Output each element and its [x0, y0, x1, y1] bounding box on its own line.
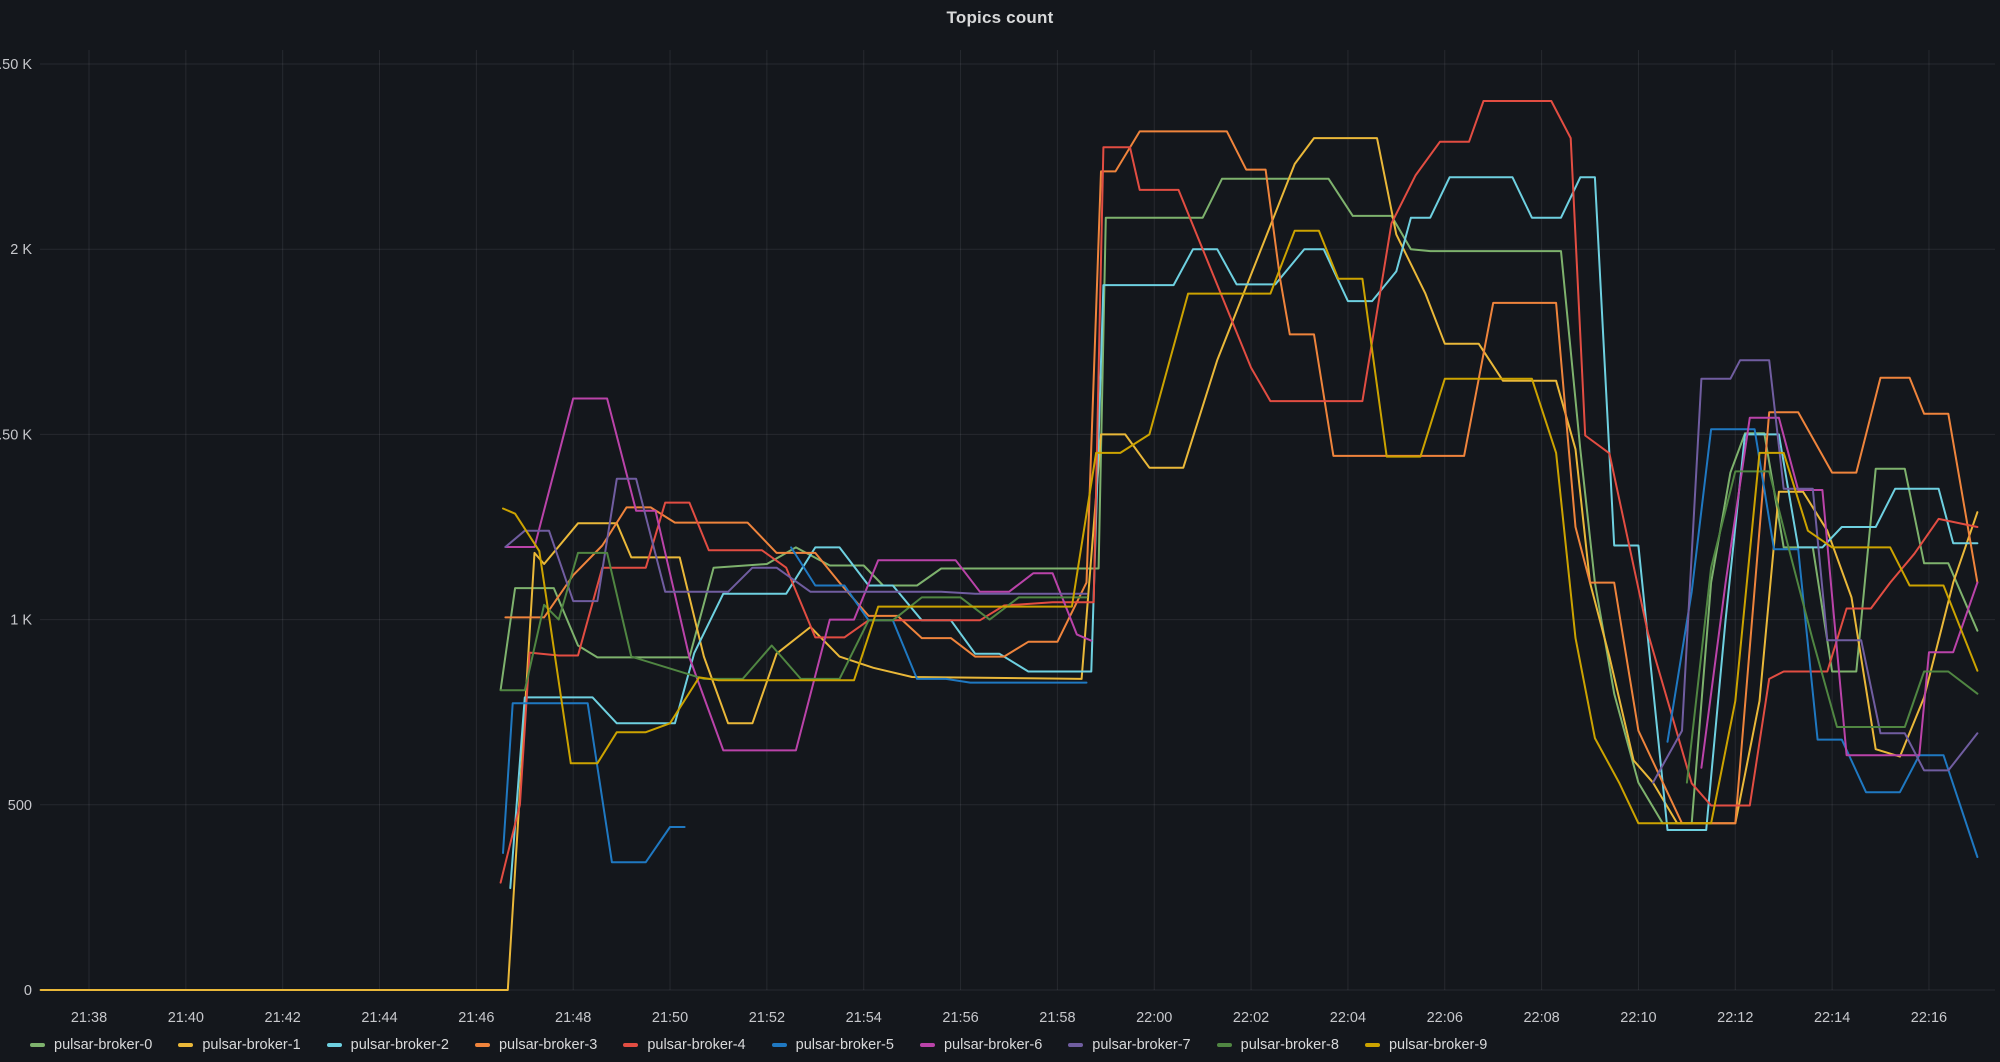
legend-label: pulsar-broker-5	[795, 1037, 894, 1053]
y-axis-tick-label: 0	[24, 983, 32, 999]
series-line-pulsar-broker-4	[499, 100, 1979, 884]
x-axis-tick-label: 21:44	[361, 1010, 397, 1026]
legend-item-pulsar-broker-4[interactable]: pulsar-broker-4	[623, 1037, 746, 1053]
x-axis-tick-label: 22:02	[1233, 1010, 1269, 1026]
y-axis-tick-label: 2 K	[10, 242, 32, 258]
legend-item-pulsar-broker-0[interactable]: pulsar-broker-0	[30, 1037, 152, 1053]
x-axis-tick-label: 21:48	[555, 1010, 591, 1026]
series-line-pulsar-broker-8	[499, 551, 1088, 692]
x-axis-tick-label: 21:58	[1039, 1010, 1075, 1026]
x-axis-tick-label: 21:42	[265, 1010, 301, 1026]
legend-item-pulsar-broker-2[interactable]: pulsar-broker-2	[326, 1037, 449, 1053]
x-axis-tick-label: 21:54	[846, 1010, 882, 1026]
x-axis-tick-label: 22:12	[1717, 1010, 1753, 1026]
series-line-pulsar-broker-6	[1700, 416, 1979, 769]
series-line-pulsar-broker-7	[504, 477, 1088, 603]
x-axis-tick-label: 21:38	[71, 1010, 107, 1026]
series-line-pulsar-broker-5	[502, 702, 686, 864]
legend-swatch-icon	[178, 1043, 194, 1047]
x-axis-tick-label: 22:16	[1911, 1010, 1947, 1026]
x-axis-tick-label: 21:40	[168, 1010, 204, 1026]
series-line-pulsar-broker-0	[499, 177, 1979, 825]
legend-label: pulsar-broker-0	[54, 1037, 153, 1053]
legend-label: pulsar-broker-3	[498, 1037, 598, 1053]
legend-label: pulsar-broker-9	[1388, 1037, 1488, 1053]
y-axis-tick-label: 1.50 K	[0, 427, 32, 443]
series-line-pulsar-broker-7	[1652, 359, 1979, 784]
legend-item-pulsar-broker-5[interactable]: pulsar-broker-5	[771, 1037, 894, 1053]
legend-swatch-icon	[30, 1043, 45, 1047]
legend-swatch-icon	[1216, 1043, 1232, 1047]
y-axis-tick-label: 1 K	[10, 613, 32, 629]
legend-item-pulsar-broker-3[interactable]: pulsar-broker-3	[474, 1037, 598, 1053]
series-line-pulsar-broker-8	[1685, 470, 1979, 784]
x-axis-tick-label: 22:10	[1620, 1010, 1656, 1026]
legend-label: pulsar-broker-8	[1240, 1037, 1339, 1053]
x-axis-tick-label: 22:06	[1427, 1010, 1463, 1026]
series-line-pulsar-broker-9	[502, 229, 1979, 825]
legend: pulsar-broker-0 pulsar-broker-1 pulsar-bro…	[30, 1032, 1990, 1058]
x-axis-tick-label: 21:56	[942, 1010, 978, 1026]
legend-label: pulsar-broker-2	[350, 1037, 449, 1053]
series-line-pulsar-broker-3	[504, 130, 1979, 825]
legend-item-pulsar-broker-8[interactable]: pulsar-broker-8	[1216, 1037, 1339, 1053]
legend-swatch-icon	[771, 1043, 787, 1047]
legend-label: pulsar-broker-7	[1092, 1037, 1191, 1053]
legend-item-pulsar-broker-7[interactable]: pulsar-broker-7	[1068, 1037, 1191, 1053]
x-axis-tick-label: 22:00	[1136, 1010, 1172, 1026]
x-axis-tick-label: 21:50	[652, 1010, 688, 1026]
series-line-pulsar-broker-6	[504, 397, 1093, 752]
x-axis-tick-label: 22:04	[1330, 1010, 1366, 1026]
legend-swatch-icon	[326, 1043, 342, 1047]
legend-item-pulsar-broker-6[interactable]: pulsar-broker-6	[919, 1037, 1043, 1053]
x-axis-tick-label: 21:46	[458, 1010, 494, 1026]
x-axis-tick-label: 22:14	[1814, 1010, 1850, 1026]
legend-swatch-icon	[1364, 1043, 1380, 1047]
legend-swatch-icon	[474, 1043, 490, 1047]
x-axis-tick-label: 21:52	[749, 1010, 785, 1026]
series-line-pulsar-broker-1	[39, 137, 1979, 991]
legend-swatch-icon	[623, 1043, 639, 1047]
y-axis-tick-label: 2.50 K	[0, 57, 32, 73]
series-line-pulsar-broker-2	[509, 176, 1979, 890]
legend-item-pulsar-broker-9[interactable]: pulsar-broker-9	[1364, 1037, 1488, 1053]
legend-swatch-icon	[919, 1043, 935, 1047]
legend-label: pulsar-broker-1	[202, 1037, 301, 1053]
legend-label: pulsar-broker-6	[943, 1037, 1043, 1053]
panel-title[interactable]: Topics count	[946, 8, 1054, 27]
x-axis-tick-label: 22:08	[1523, 1010, 1559, 1026]
legend-item-pulsar-broker-1[interactable]: pulsar-broker-1	[178, 1037, 301, 1053]
legend-label: pulsar-broker-4	[647, 1037, 746, 1053]
y-axis-tick-label: 500	[8, 798, 32, 814]
legend-swatch-icon	[1068, 1043, 1084, 1047]
